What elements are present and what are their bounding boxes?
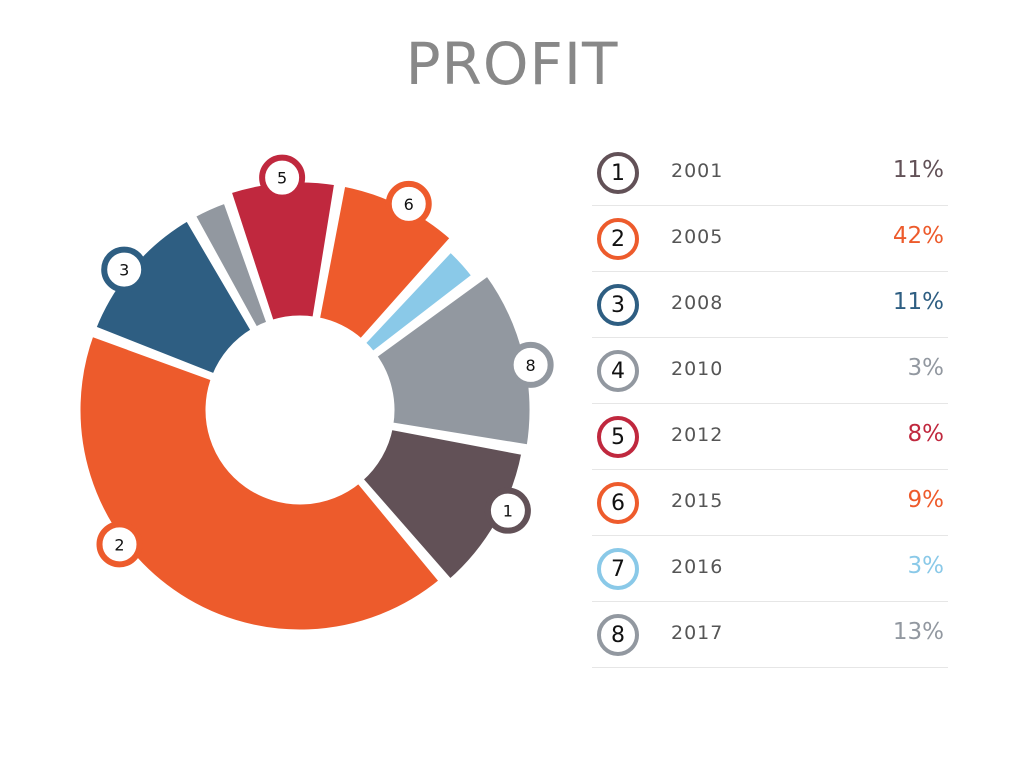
slice-badge-1: 1	[484, 487, 531, 534]
legend-badge: 6	[597, 482, 639, 524]
donut-hole	[208, 318, 392, 502]
legend-badge: 3	[597, 284, 639, 326]
slice-badge-6: 6	[385, 180, 432, 227]
chart-title: PROFIT	[405, 30, 619, 98]
legend-badge: 5	[597, 416, 639, 458]
legend-badge: 4	[597, 350, 639, 392]
legend-badge: 2	[597, 218, 639, 260]
slice-badge-8: 8	[507, 341, 554, 388]
legend-percent: 11%	[892, 157, 944, 183]
legend-row-2: 2 2005 42%	[592, 206, 948, 272]
donut-slice-2	[75, 331, 445, 635]
legend-percent: 8%	[907, 421, 945, 447]
legend-year: 2001	[671, 160, 724, 182]
legend-row-4: 4 2010 3%	[592, 338, 948, 404]
legend-percent: 3%	[907, 553, 945, 579]
legend-row-7: 7 2016 3%	[592, 536, 948, 602]
slice-badge-5: 5	[259, 154, 306, 201]
slice-badge-label: 1	[503, 502, 513, 521]
legend-percent: 9%	[907, 487, 945, 513]
legend: 1 2001 11% 2 2005 42% 3 2008 11% 4 2010 3% 5 2012 8% 6 2…	[592, 140, 948, 668]
slice-badge-2: 2	[96, 521, 143, 568]
legend-percent: 11%	[892, 289, 944, 315]
legend-year: 2010	[671, 358, 724, 380]
legend-year: 2005	[671, 226, 724, 248]
legend-percent: 13%	[892, 619, 944, 645]
legend-row-5: 5 2012 8%	[592, 404, 948, 470]
legend-badge: 1	[597, 152, 639, 194]
legend-year: 2015	[671, 490, 724, 512]
slice-badge-label: 5	[277, 169, 287, 188]
legend-row-3: 3 2008 11%	[592, 272, 948, 338]
legend-badge: 7	[597, 548, 639, 590]
slice-badge-3: 3	[101, 246, 148, 293]
legend-percent: 42%	[892, 223, 944, 249]
donut-chart: 1 2 3 5 6 8	[75, 154, 554, 635]
legend-badge: 8	[597, 614, 639, 656]
legend-percent: 3%	[907, 355, 945, 381]
legend-year: 2008	[671, 292, 724, 314]
legend-year: 2016	[671, 556, 724, 578]
legend-row-6: 6 2015 9%	[592, 470, 948, 536]
slice-badge-label: 6	[404, 195, 414, 214]
slice-badge-label: 3	[119, 261, 129, 280]
legend-row-8: 8 2017 13%	[592, 602, 948, 668]
slice-badge-label: 8	[526, 356, 536, 375]
legend-year: 2017	[671, 622, 724, 644]
legend-year: 2012	[671, 424, 724, 446]
legend-row-1: 1 2001 11%	[592, 140, 948, 206]
slice-badge-label: 2	[114, 535, 124, 554]
